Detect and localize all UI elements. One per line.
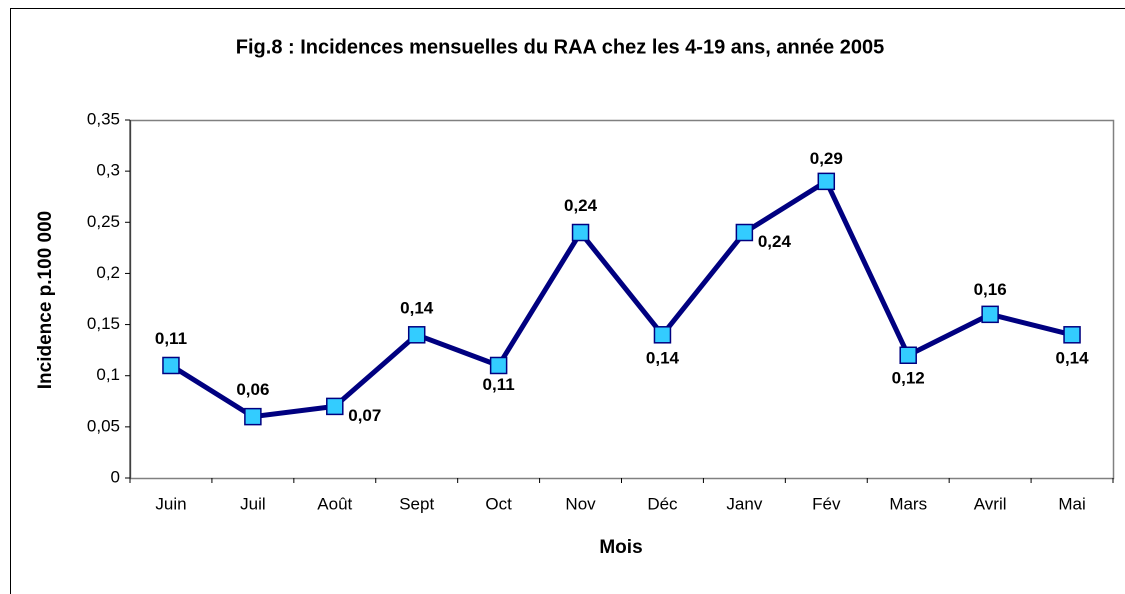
value-label: 0,12 (892, 369, 925, 388)
chart-border (10, 8, 1125, 594)
marker (244, 407, 262, 426)
marker (899, 346, 917, 365)
marker (653, 326, 672, 344)
y-tick-label: 0,15 (87, 314, 120, 333)
marker (735, 223, 754, 242)
y-tick-label: 0,05 (87, 416, 120, 435)
value-label: 0,14 (646, 348, 680, 367)
x-tick-label: Nov (565, 494, 596, 513)
x-tick-label: Janv (726, 494, 762, 513)
x-tick-label: Avril (974, 494, 1007, 513)
y-tick-label: 0,1 (96, 365, 120, 384)
x-tick-label: Juil (240, 494, 266, 513)
value-label: 0,11 (483, 375, 515, 394)
plot-area (129, 119, 1115, 480)
marker (489, 356, 508, 375)
y-tick-label: 0,25 (87, 212, 120, 231)
marker (326, 397, 344, 416)
x-tick-label: Sept (399, 494, 434, 513)
marker (1063, 326, 1081, 344)
marker (981, 305, 999, 324)
value-label: 0,16 (974, 280, 1007, 299)
x-tick-label: Juin (155, 494, 186, 513)
value-label: 0,06 (236, 380, 269, 399)
y-tick-label: 0,35 (87, 109, 120, 128)
value-label: 0,07 (348, 406, 381, 425)
x-tick-label: Août (317, 494, 352, 513)
x-tick-label: Oct (485, 494, 512, 513)
value-label: 0,14 (1055, 348, 1089, 367)
marker (407, 326, 426, 344)
value-label: 0,29 (810, 149, 843, 168)
x-tick-label: Mars (889, 494, 927, 513)
y-axis-label: Incidence p.100 000 (35, 211, 56, 390)
value-label: 0,24 (564, 196, 598, 215)
y-tick-label: 0,3 (96, 161, 120, 180)
chart-title: Fig.8 : Incidences mensuelles du RAA che… (236, 36, 884, 58)
marker (162, 356, 180, 375)
y-tick-label: 0 (111, 467, 120, 486)
x-tick-label: Mai (1058, 494, 1085, 513)
y-tick-label: 0,2 (96, 263, 120, 282)
value-label: 0,24 (758, 232, 792, 251)
value-label: 0,14 (400, 298, 434, 317)
line (169, 178, 1073, 420)
x-tick-label: Déc (647, 494, 678, 513)
x-tick-label: Fév (812, 494, 841, 513)
marker (817, 172, 836, 191)
value-label: 0,11 (155, 329, 187, 348)
marker (571, 223, 590, 242)
x-axis-label: Mois (599, 537, 642, 558)
